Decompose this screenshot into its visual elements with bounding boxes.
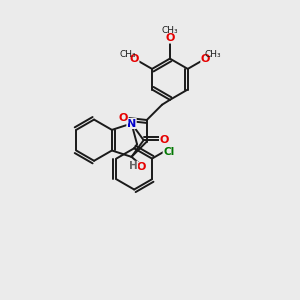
Text: O: O bbox=[201, 54, 210, 64]
Text: N: N bbox=[127, 118, 136, 128]
Text: O: O bbox=[118, 113, 128, 123]
Text: CH₃: CH₃ bbox=[162, 26, 178, 34]
Text: CH₃: CH₃ bbox=[204, 50, 221, 59]
Text: O: O bbox=[130, 54, 139, 64]
Text: O: O bbox=[165, 33, 175, 43]
Text: H: H bbox=[129, 161, 138, 171]
Text: Cl: Cl bbox=[163, 147, 174, 157]
Text: CH₃: CH₃ bbox=[119, 50, 136, 59]
Text: O: O bbox=[160, 135, 169, 145]
Text: O: O bbox=[136, 162, 146, 172]
